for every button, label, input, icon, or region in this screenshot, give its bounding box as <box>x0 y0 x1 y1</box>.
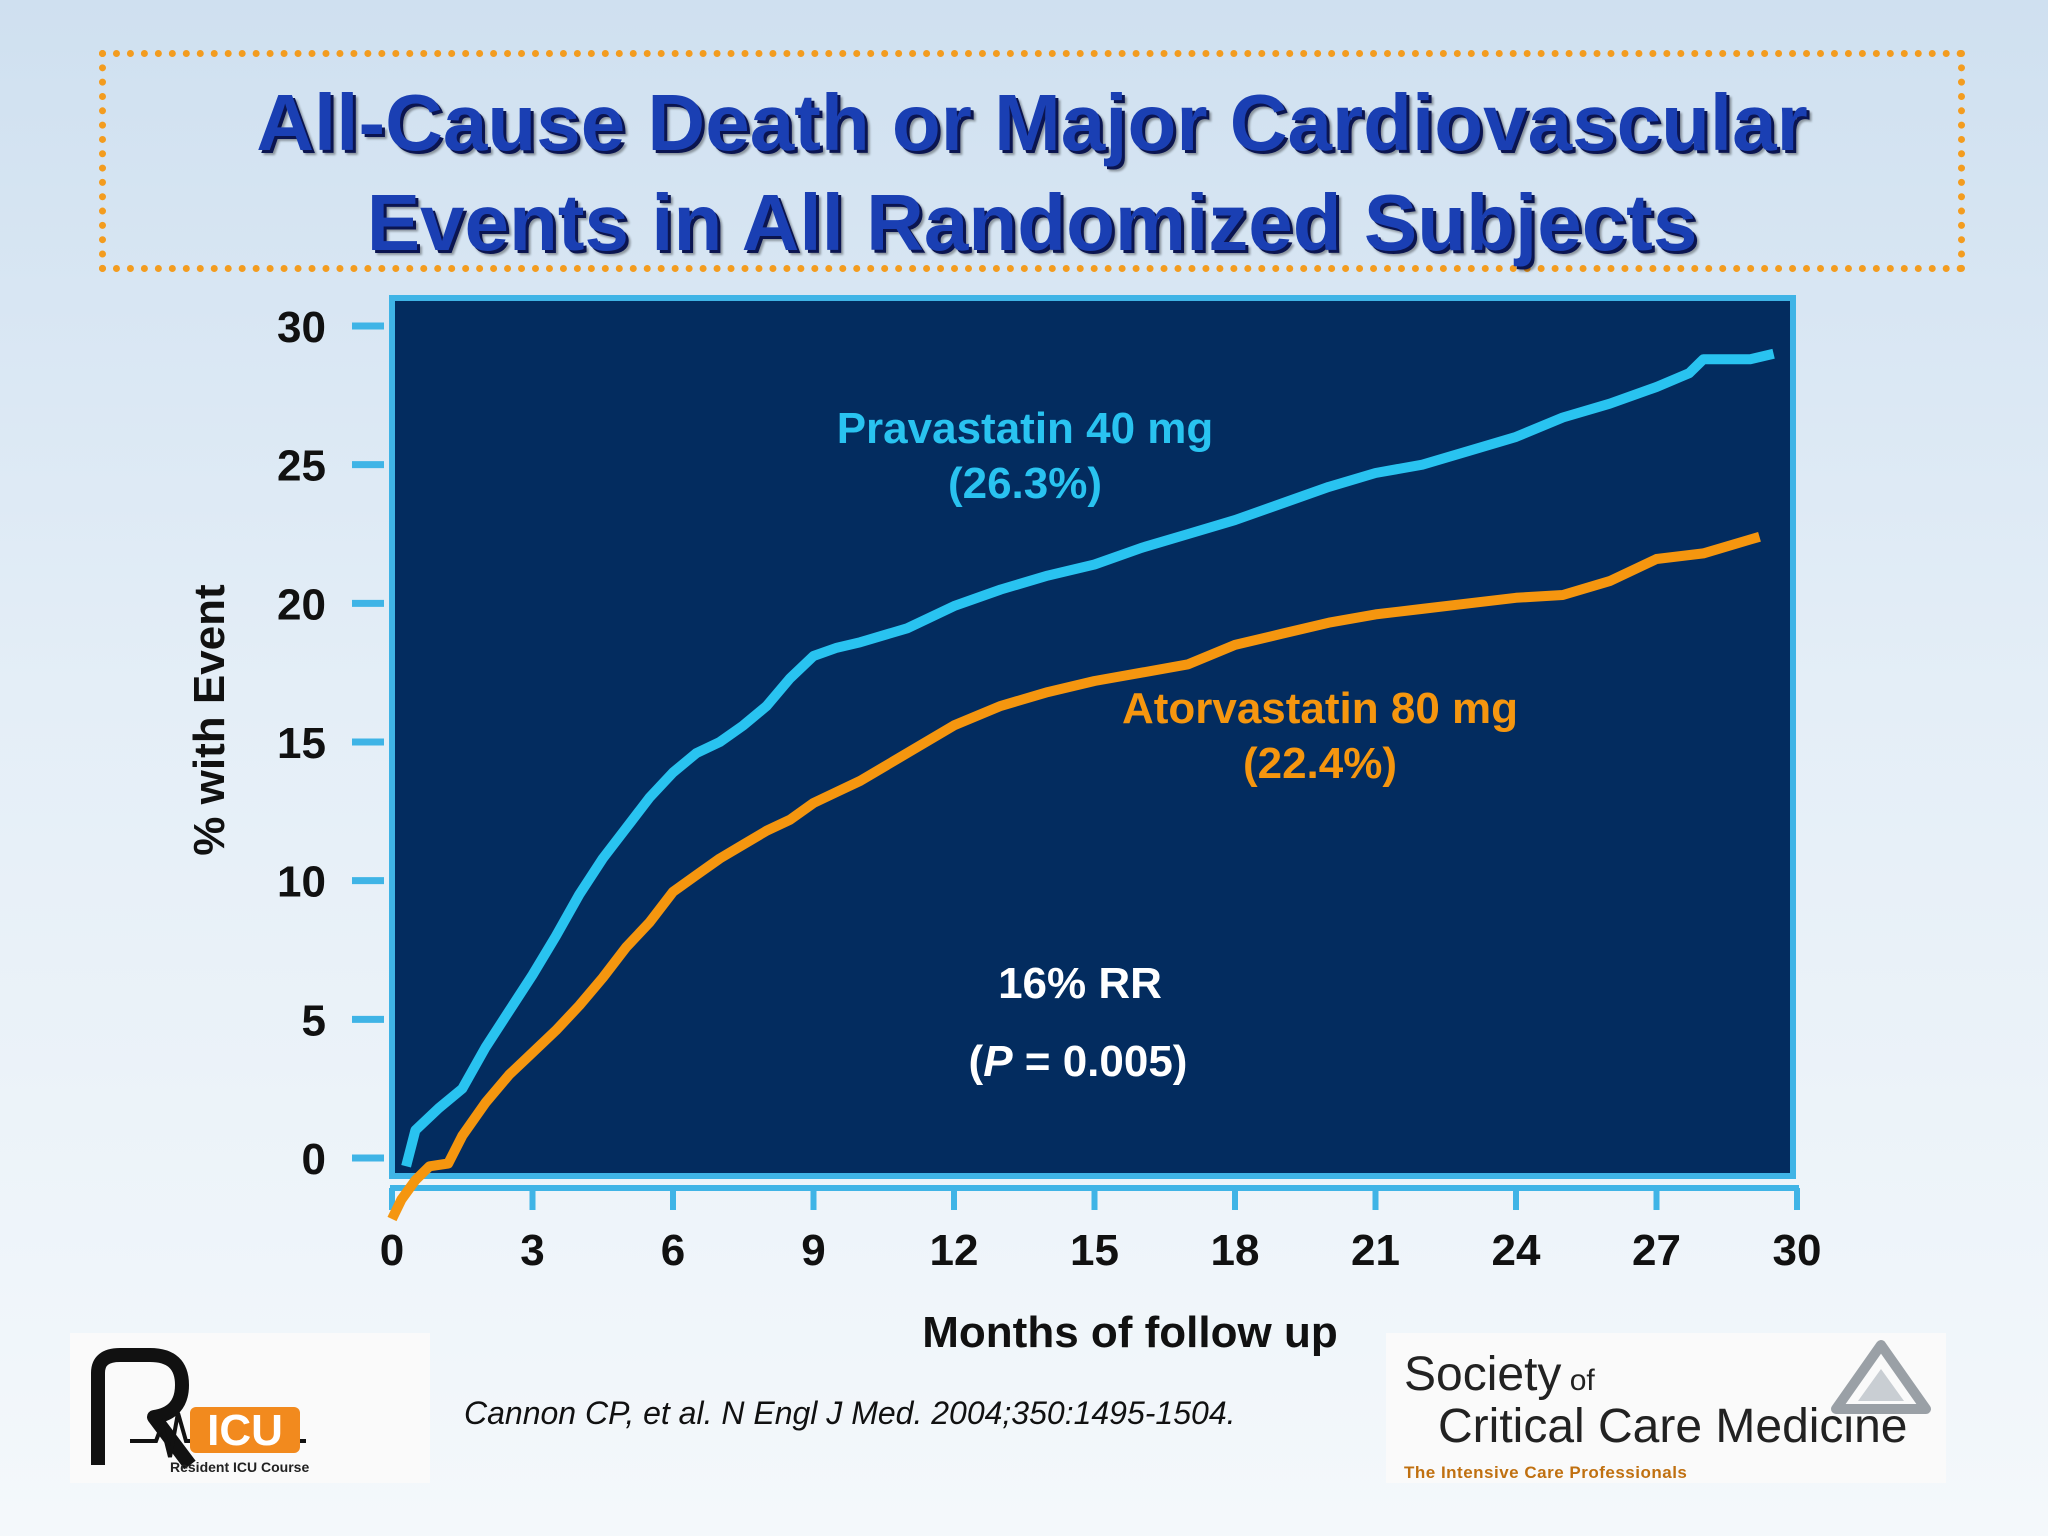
pravastatin-label: Pravastatin 40 mg <box>837 404 1214 453</box>
y-axis-label: % with Event <box>185 584 234 856</box>
sccm-name-line-1: Society of <box>1404 1347 1595 1402</box>
x-tick-label: 6 <box>661 1226 685 1275</box>
pravastatin-curve <box>401 348 1775 1168</box>
sccm-tagline: The Intensive Care Professionals <box>1404 1463 1688 1482</box>
y-tick-label: 0 <box>302 1135 326 1184</box>
x-tick-label: 12 <box>930 1226 979 1275</box>
citation: Cannon CP, et al. N Engl J Med. 2004;350… <box>464 1395 1236 1431</box>
sccm-name-line-2: Critical Care Medicine <box>1438 1400 1908 1453</box>
sccm-triangle-icon <box>1831 1340 1931 1414</box>
x-tick-label: 30 <box>1773 1226 1822 1275</box>
sccm-logo: Society of Critical Care Medicine The In… <box>1386 1333 1946 1483</box>
x-tick-label: 15 <box>1070 1226 1119 1275</box>
series-group <box>387 348 1775 1222</box>
y-tick-label: 15 <box>277 719 326 768</box>
x-tick-label: 9 <box>801 1226 825 1275</box>
ricu-caption: Resident ICU Course <box>170 1459 310 1475</box>
x-axis-label: Months of follow up <box>922 1308 1337 1357</box>
p-value-symbol: P <box>983 1037 1013 1086</box>
y-tick-label: 5 <box>302 996 326 1045</box>
y-tick-label: 20 <box>277 580 326 629</box>
pravastatin-rate-label: (26.3%) <box>948 459 1102 508</box>
ricu-logo: ICU Resident ICU Course <box>70 1333 430 1483</box>
p-value-suffix: = 0.005) <box>1013 1037 1188 1086</box>
x-tick-label: 24 <box>1492 1226 1541 1275</box>
atorvastatin-label: Atorvastatin 80 mg <box>1122 684 1518 733</box>
atorvastatin-rate-label: (22.4%) <box>1243 739 1397 788</box>
slide-title-line-1: All-Cause Death or Major Cardiovascular <box>256 78 1808 167</box>
svg-text:ICU: ICU <box>207 1406 283 1455</box>
p-value-prefix: ( <box>969 1037 984 1086</box>
x-tick-label: 21 <box>1351 1226 1400 1275</box>
y-tick-label: 30 <box>277 303 326 352</box>
y-tick-label: 25 <box>277 442 326 491</box>
x-tick-label: 18 <box>1211 1226 1260 1275</box>
plot-area <box>389 295 1796 1179</box>
x-tick-label: 3 <box>520 1226 544 1275</box>
x-axis: 0 3 6 9 12 15 18 21 24 27 30 <box>380 1185 1822 1275</box>
p-value-label: (P = 0.005) <box>969 1037 1188 1086</box>
slide-title-line-2: Events in All Randomized Subjects <box>366 178 1698 267</box>
atorvastatin-curve <box>387 531 1761 1222</box>
y-axis: 0 5 10 15 20 25 30 <box>277 303 384 1184</box>
title-box: All-Cause Death or Major Cardiovascular … <box>99 50 1965 272</box>
sccm-society: Society <box>1404 1348 1562 1401</box>
ricu-logo-graphic: ICU <box>91 1348 306 1470</box>
x-tick-label: 0 <box>380 1226 404 1275</box>
y-tick-label: 10 <box>277 858 326 907</box>
sccm-of: of <box>1561 1364 1595 1397</box>
x-tick-label: 27 <box>1632 1226 1681 1275</box>
relative-risk-label: 16% RR <box>998 959 1162 1008</box>
